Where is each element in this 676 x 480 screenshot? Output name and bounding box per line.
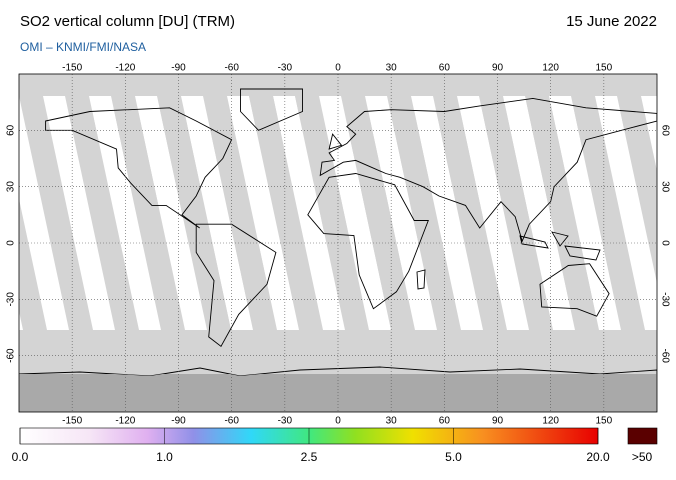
lat-tick-label: 60	[659, 125, 670, 137]
lon-tick-label: -90	[171, 63, 186, 74]
lon-tick-label: -30	[278, 63, 293, 74]
title: SO2 vertical column [DU] (TRM)	[20, 13, 235, 30]
lon-tick-label: -150	[62, 63, 82, 74]
lon-tick-label: 60	[439, 63, 451, 74]
lon-tick-label: -120	[115, 63, 135, 74]
source: OMI – KNMI/FMI/NASA	[20, 40, 146, 54]
colorbar-label: 2.5	[301, 450, 318, 464]
lon-tick-label: 120	[542, 63, 559, 74]
lat-tick-label: -60	[659, 348, 670, 363]
lat-tick-label: 30	[659, 181, 670, 193]
lon-tick-label: 150	[595, 416, 612, 427]
lon-tick-label: 90	[492, 416, 504, 427]
lon-tick-label: -60	[224, 63, 239, 74]
date: 15 June 2022	[566, 13, 657, 30]
swath	[571, 96, 645, 330]
swath	[19, 198, 47, 330]
colorbar-overflow	[627, 427, 658, 445]
swath	[249, 96, 323, 330]
swath	[65, 96, 139, 330]
colorbar-label: 0.0	[12, 450, 29, 464]
lat-tick-label: -60	[6, 348, 17, 363]
lon-tick-label: -60	[224, 416, 239, 427]
lon-tick-label: -150	[62, 416, 82, 427]
lon-tick-label: 30	[386, 416, 398, 427]
lon-tick-label: -90	[171, 416, 186, 427]
map	[0, 74, 657, 412]
lon-tick-label: 90	[492, 63, 504, 74]
colorbar-label: 1.0	[156, 450, 173, 464]
lon-tick-label: 120	[542, 416, 559, 427]
lat-tick-label: 0	[659, 240, 670, 246]
lat-tick-label: -30	[6, 292, 17, 307]
lon-tick-label: 60	[439, 416, 451, 427]
lat-tick-label: -30	[659, 292, 670, 307]
swath	[617, 96, 657, 284]
swath	[0, 96, 1, 330]
lon-tick-label: 0	[335, 416, 341, 427]
colorbar-label: 5.0	[445, 450, 462, 464]
lon-tick-label: -30	[278, 416, 293, 427]
swath	[19, 96, 93, 330]
lon-tick-label: -120	[115, 416, 135, 427]
colorbar-overflow-label: >50	[632, 450, 653, 464]
lon-tick-label: 30	[386, 63, 398, 74]
lat-tick-label: 0	[6, 240, 17, 246]
map-frame	[18, 73, 658, 413]
lat-tick-label: 30	[6, 181, 17, 193]
lat-tick-label: 60	[6, 124, 17, 136]
colorbar-label: 20.0	[586, 450, 610, 464]
lon-tick-label: 150	[595, 63, 612, 74]
lon-tick-label: 0	[335, 63, 341, 74]
